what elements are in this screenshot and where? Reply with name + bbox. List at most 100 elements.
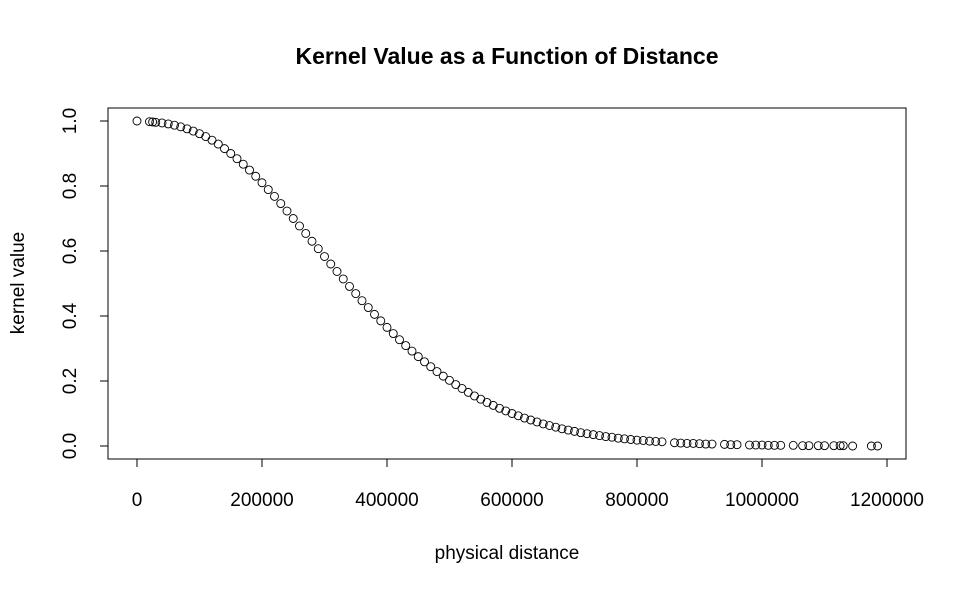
data-point (751, 440, 761, 450)
data-point (588, 430, 598, 440)
data-point (488, 400, 498, 410)
data-point (438, 371, 448, 381)
data-point (570, 426, 579, 436)
data-point (270, 191, 279, 201)
data-point (376, 316, 386, 326)
data-point (595, 431, 604, 441)
data-point (345, 281, 354, 291)
y-tick-label: 0.6 (60, 238, 81, 264)
data-point (557, 424, 567, 434)
data-point (332, 267, 342, 276)
data-point (701, 439, 711, 449)
data-point (226, 149, 236, 158)
data-point (520, 413, 529, 423)
data-point (420, 357, 429, 367)
y-tick-label: 0.0 (60, 433, 81, 459)
data-point (745, 440, 754, 450)
data-point (257, 178, 267, 188)
data-point (607, 432, 617, 442)
data-point (326, 259, 336, 269)
plot-frame (107, 107, 907, 460)
data-point (463, 387, 473, 397)
data-point (613, 433, 623, 443)
data-point (838, 441, 848, 451)
data-point (682, 438, 692, 448)
data-point (695, 439, 704, 449)
data-point (501, 406, 511, 416)
data-point (295, 221, 304, 231)
x-tick-label: 0 (132, 490, 143, 511)
y-tick-label: 0.2 (60, 368, 81, 394)
data-point (151, 117, 161, 127)
data-point (829, 441, 839, 451)
y-tick-label: 1.0 (60, 108, 81, 134)
data-point (820, 441, 829, 451)
data-point (251, 171, 261, 181)
x-tick-label: 1000000 (725, 490, 799, 511)
data-point (576, 428, 586, 438)
data-point (445, 375, 454, 385)
data-point (338, 274, 348, 284)
data-point (707, 439, 717, 449)
data-point (195, 129, 204, 139)
data-point (470, 391, 479, 401)
y-tick-label: 0.8 (60, 173, 81, 199)
data-point (170, 120, 179, 130)
y-axis: 0.0 0.2 0.4 0.6 0.8 1.0 (60, 108, 109, 459)
data-point (788, 440, 798, 450)
data-point (676, 438, 686, 448)
data-point (307, 236, 317, 246)
data-point (245, 165, 254, 175)
data-point (357, 296, 367, 306)
chart-title: Kernel Value as a Function of Distance (295, 43, 718, 69)
data-point (288, 214, 298, 223)
data-point (763, 440, 773, 450)
data-point (776, 440, 786, 450)
data-point (432, 367, 442, 377)
x-tick-label: 200000 (230, 490, 293, 511)
data-point (532, 417, 542, 427)
data-point (670, 438, 679, 448)
data-point (526, 415, 536, 425)
data-point (163, 119, 173, 129)
data-point (848, 441, 858, 451)
data-point (413, 352, 423, 362)
data-point (866, 441, 876, 451)
data-point (620, 434, 629, 444)
data-point (688, 438, 698, 448)
data-point (451, 380, 461, 390)
data-point (632, 435, 642, 445)
x-axis-label: physical distance (435, 543, 580, 564)
data-point (813, 441, 823, 451)
data-point (370, 309, 379, 319)
data-point (804, 441, 814, 451)
data-point (638, 436, 648, 445)
data-point (276, 199, 286, 209)
data-point (645, 436, 654, 446)
data-point (263, 185, 273, 195)
data-point (495, 403, 504, 413)
x-tick-label: 800000 (605, 490, 668, 511)
data-point (582, 429, 592, 439)
data-point (148, 117, 158, 127)
data-point (157, 118, 167, 128)
x-tick-label: 600000 (480, 490, 543, 511)
data-point (545, 421, 554, 430)
data-point (201, 132, 211, 142)
data-point (301, 228, 311, 238)
data-point (382, 322, 392, 332)
data-point (720, 439, 729, 449)
data-point (601, 432, 611, 442)
data-point (482, 398, 492, 407)
y-axis-label: kernel value (8, 232, 29, 334)
data-point (176, 122, 186, 132)
data-point (207, 135, 217, 145)
data-point (626, 435, 636, 444)
data-point (651, 437, 661, 446)
data-point (538, 419, 548, 429)
data-point (770, 440, 779, 450)
data-point (401, 341, 411, 351)
data-point (313, 244, 323, 254)
data-point (363, 303, 373, 312)
data-point (220, 144, 229, 154)
